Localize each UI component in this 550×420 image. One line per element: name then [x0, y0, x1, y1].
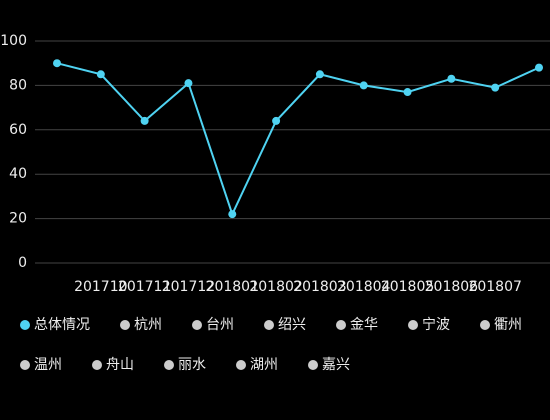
- legend-marker: [92, 360, 102, 370]
- legend-marker: [164, 360, 174, 370]
- legend-label: 绍兴: [278, 317, 306, 333]
- x-tick-label: 201807: [468, 279, 521, 295]
- point: [447, 74, 456, 83]
- legend-marker: [120, 320, 130, 330]
- legend-marker: [236, 360, 246, 370]
- x-tick-label: 201801: [206, 279, 259, 295]
- legend-marker: [20, 360, 30, 370]
- legend-marker: [192, 320, 202, 330]
- legend-label: 衢州: [494, 316, 522, 333]
- legend-label: 丽水: [178, 357, 206, 373]
- legend-label: 湖州: [250, 357, 278, 373]
- point: [359, 81, 368, 90]
- y-tick-label: 100: [0, 33, 27, 49]
- legend-label: 温州: [34, 357, 62, 373]
- point: [315, 70, 324, 79]
- y-tick-label: 20: [9, 211, 27, 227]
- x-tick-label: 201806: [425, 279, 479, 295]
- y-tick-label: 40: [9, 166, 27, 182]
- x-tick-label: 201804: [337, 279, 391, 295]
- point: [491, 83, 500, 92]
- point: [53, 59, 61, 68]
- x-tick-label: 201711: [118, 279, 171, 295]
- point: [535, 63, 543, 72]
- y-tick-label: 0: [18, 255, 27, 271]
- point: [228, 210, 237, 219]
- y-tick-label: 60: [9, 122, 27, 138]
- legend-label: 台州: [206, 317, 234, 333]
- point: [140, 116, 149, 125]
- x-tick-label: 201803: [293, 279, 346, 295]
- legend-marker: [308, 360, 318, 370]
- legend-marker: [336, 320, 346, 330]
- legend-marker: [264, 320, 274, 330]
- point: [96, 70, 105, 79]
- legend-label: 嘉兴: [322, 357, 350, 373]
- legend-label: 宁波: [422, 316, 450, 333]
- point: [272, 116, 281, 125]
- legend-marker: [408, 320, 418, 330]
- line: [56, 62, 540, 217]
- x-tick-label: 201802: [249, 279, 302, 295]
- x-tick-label: 201710: [74, 279, 127, 295]
- x-tick-label: 201712: [162, 279, 215, 295]
- legend-label: 金华: [350, 317, 378, 333]
- x-tick-label: 201805: [381, 279, 434, 295]
- legend-marker: [480, 320, 490, 330]
- point: [184, 79, 193, 88]
- legend-label: 杭州: [134, 317, 162, 333]
- point: [403, 88, 412, 97]
- legend-label: 舟山: [106, 357, 134, 373]
- y-tick-label: 80: [9, 77, 27, 93]
- legend-label: 总体情况: [34, 317, 90, 333]
- legend-marker: [20, 320, 30, 330]
